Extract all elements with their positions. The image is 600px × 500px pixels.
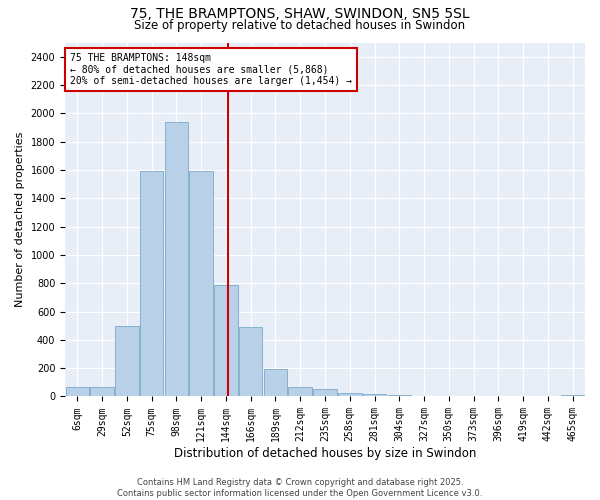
Bar [65, 386, 89, 396]
Bar [338, 392, 362, 396]
Bar [289, 386, 312, 396]
Bar [264, 369, 287, 396]
Text: 75, THE BRAMPTONS, SHAW, SWINDON, SN5 5SL: 75, THE BRAMPTONS, SHAW, SWINDON, SN5 5S… [130, 8, 470, 22]
Bar [190, 172, 213, 396]
Bar [214, 284, 238, 397]
Bar [164, 122, 188, 396]
Y-axis label: Number of detached properties: Number of detached properties [15, 132, 25, 307]
Bar [363, 394, 386, 396]
Text: Size of property relative to detached houses in Swindon: Size of property relative to detached ho… [134, 18, 466, 32]
Text: Contains HM Land Registry data © Crown copyright and database right 2025.
Contai: Contains HM Land Registry data © Crown c… [118, 478, 482, 498]
Bar [313, 390, 337, 396]
Bar [239, 327, 262, 396]
X-axis label: Distribution of detached houses by size in Swindon: Distribution of detached houses by size … [174, 447, 476, 460]
Bar [91, 386, 114, 396]
Text: 75 THE BRAMPTONS: 148sqm
← 80% of detached houses are smaller (5,868)
20% of sem: 75 THE BRAMPTONS: 148sqm ← 80% of detach… [70, 53, 352, 86]
Bar [561, 395, 584, 396]
Bar [115, 326, 139, 396]
Bar [388, 395, 411, 396]
Bar [140, 172, 163, 396]
